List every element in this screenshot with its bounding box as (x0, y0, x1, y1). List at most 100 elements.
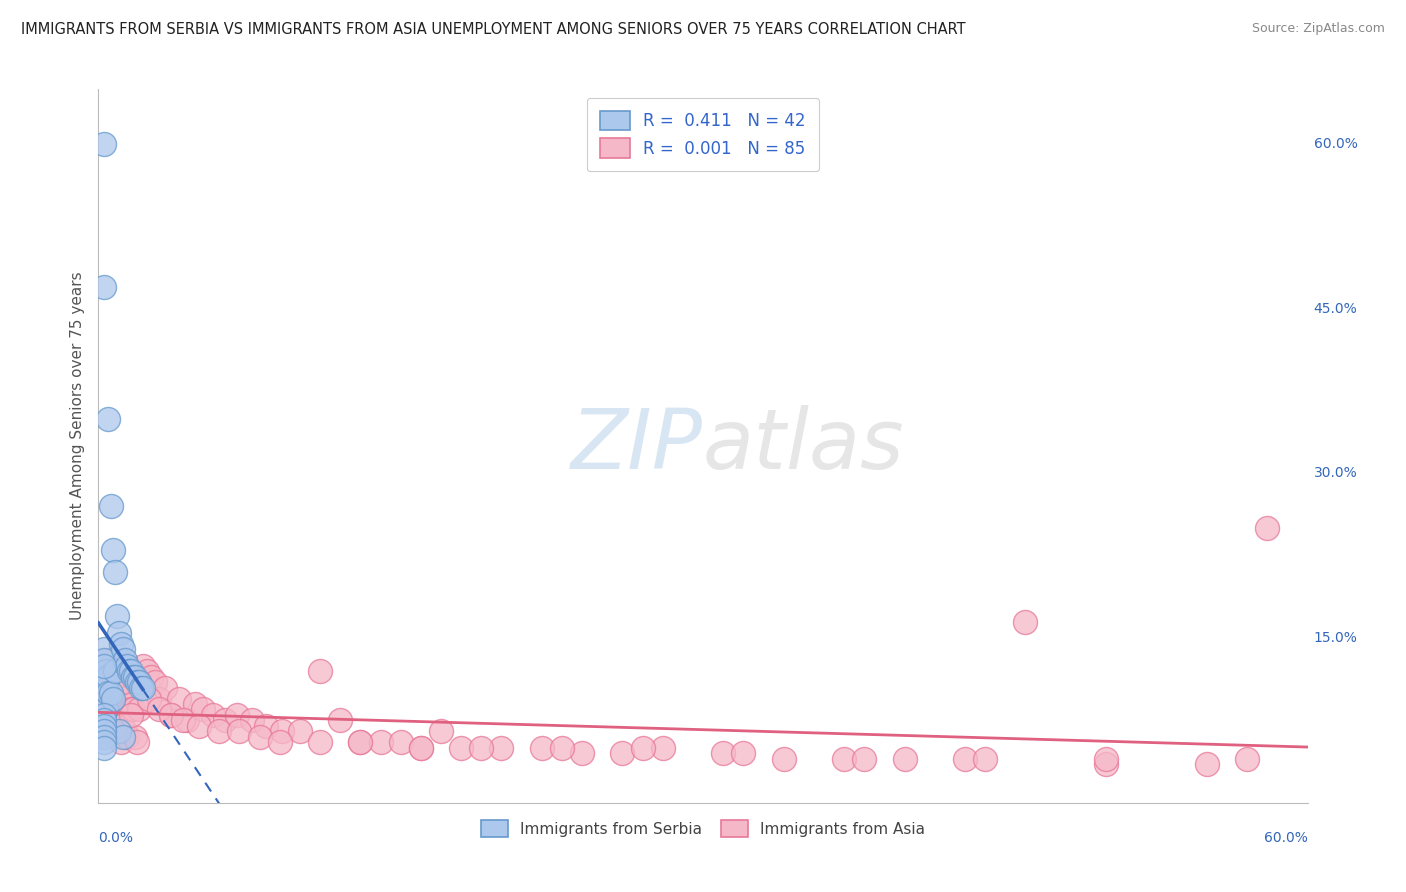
Point (138, 691, 160, 706)
Point (1014, 615, 1036, 629)
Point (111, 642, 134, 657)
Point (853, 752, 876, 766)
Point (409, 740, 432, 755)
Point (132, 658, 155, 673)
Point (103, 566, 125, 580)
Point (733, 747, 755, 761)
Point (202, 708, 225, 723)
Point (176, 714, 198, 728)
Point (96, 675, 118, 690)
Point (118, 697, 141, 711)
Point (124, 730, 146, 744)
Point (97, 669, 120, 683)
Point (115, 730, 138, 744)
Point (389, 735, 412, 749)
Point (93, 708, 115, 723)
Point (711, 747, 734, 761)
Point (430, 724, 453, 739)
Point (103, 719, 125, 733)
Y-axis label: Unemployment Among Seniors over 75 years: Unemployment Among Seniors over 75 years (69, 272, 84, 620)
Point (105, 724, 128, 739)
Point (135, 664, 157, 678)
Point (1095, 752, 1118, 766)
Point (93, 724, 115, 739)
Text: 15.0%: 15.0% (1313, 632, 1358, 645)
Point (530, 740, 553, 755)
Point (139, 669, 162, 683)
Point (103, 681, 125, 695)
Point (93, 653, 115, 667)
Point (153, 681, 176, 695)
Point (953, 752, 976, 766)
Point (125, 675, 148, 690)
Legend: Immigrants from Serbia, Immigrants from Asia: Immigrants from Serbia, Immigrants from … (472, 813, 934, 845)
Point (97, 669, 120, 683)
Point (111, 675, 134, 690)
Point (93, 735, 115, 749)
Point (128, 702, 150, 716)
Point (160, 708, 183, 723)
Point (93, 724, 115, 739)
Point (551, 740, 574, 755)
Point (93, 714, 115, 728)
Point (160, 708, 183, 723)
Point (93, 697, 115, 711)
Point (107, 724, 129, 739)
Point (93, 719, 115, 733)
Text: 45.0%: 45.0% (1313, 301, 1357, 316)
Point (188, 719, 211, 733)
Point (107, 625, 129, 640)
Point (148, 702, 170, 716)
Point (105, 609, 128, 624)
Point (93, 280, 115, 294)
Point (167, 691, 190, 706)
Point (571, 747, 593, 761)
Point (93, 740, 115, 755)
Point (93, 642, 115, 657)
Point (111, 730, 134, 744)
Text: ZIP: ZIP (571, 406, 703, 486)
Point (121, 669, 143, 683)
Point (129, 681, 152, 695)
Point (226, 708, 249, 723)
Point (329, 714, 352, 728)
Point (93, 137, 115, 152)
Point (193, 702, 215, 716)
Point (124, 669, 146, 683)
Point (270, 724, 292, 739)
Point (107, 686, 129, 700)
Point (172, 714, 194, 728)
Point (832, 752, 855, 766)
Point (128, 675, 150, 690)
Point (240, 714, 263, 728)
Point (101, 714, 124, 728)
Point (349, 735, 371, 749)
Text: IMMIGRANTS FROM SERBIA VS IMMIGRANTS FROM ASIA UNEMPLOYMENT AMONG SENIORS OVER 7: IMMIGRANTS FROM SERBIA VS IMMIGRANTS FRO… (21, 22, 966, 37)
Point (288, 724, 311, 739)
Point (93, 658, 115, 673)
Point (1095, 757, 1118, 772)
Point (450, 740, 472, 755)
Point (228, 724, 250, 739)
Point (110, 637, 132, 651)
Point (101, 691, 124, 706)
Point (121, 702, 143, 716)
Point (97, 411, 120, 425)
Point (97, 686, 120, 700)
Point (269, 735, 291, 749)
Point (651, 740, 673, 755)
Point (309, 735, 332, 749)
Point (249, 730, 271, 744)
Point (111, 691, 134, 706)
Point (93, 664, 115, 678)
Point (97, 653, 120, 667)
Point (974, 752, 997, 766)
Text: 60.0%: 60.0% (1264, 831, 1308, 846)
Point (114, 724, 136, 739)
Point (370, 735, 392, 749)
Text: 0.0%: 0.0% (98, 831, 134, 846)
Point (118, 664, 141, 678)
Text: Source: ZipAtlas.com: Source: ZipAtlas.com (1251, 22, 1385, 36)
Point (93, 730, 115, 744)
Point (93, 669, 115, 683)
